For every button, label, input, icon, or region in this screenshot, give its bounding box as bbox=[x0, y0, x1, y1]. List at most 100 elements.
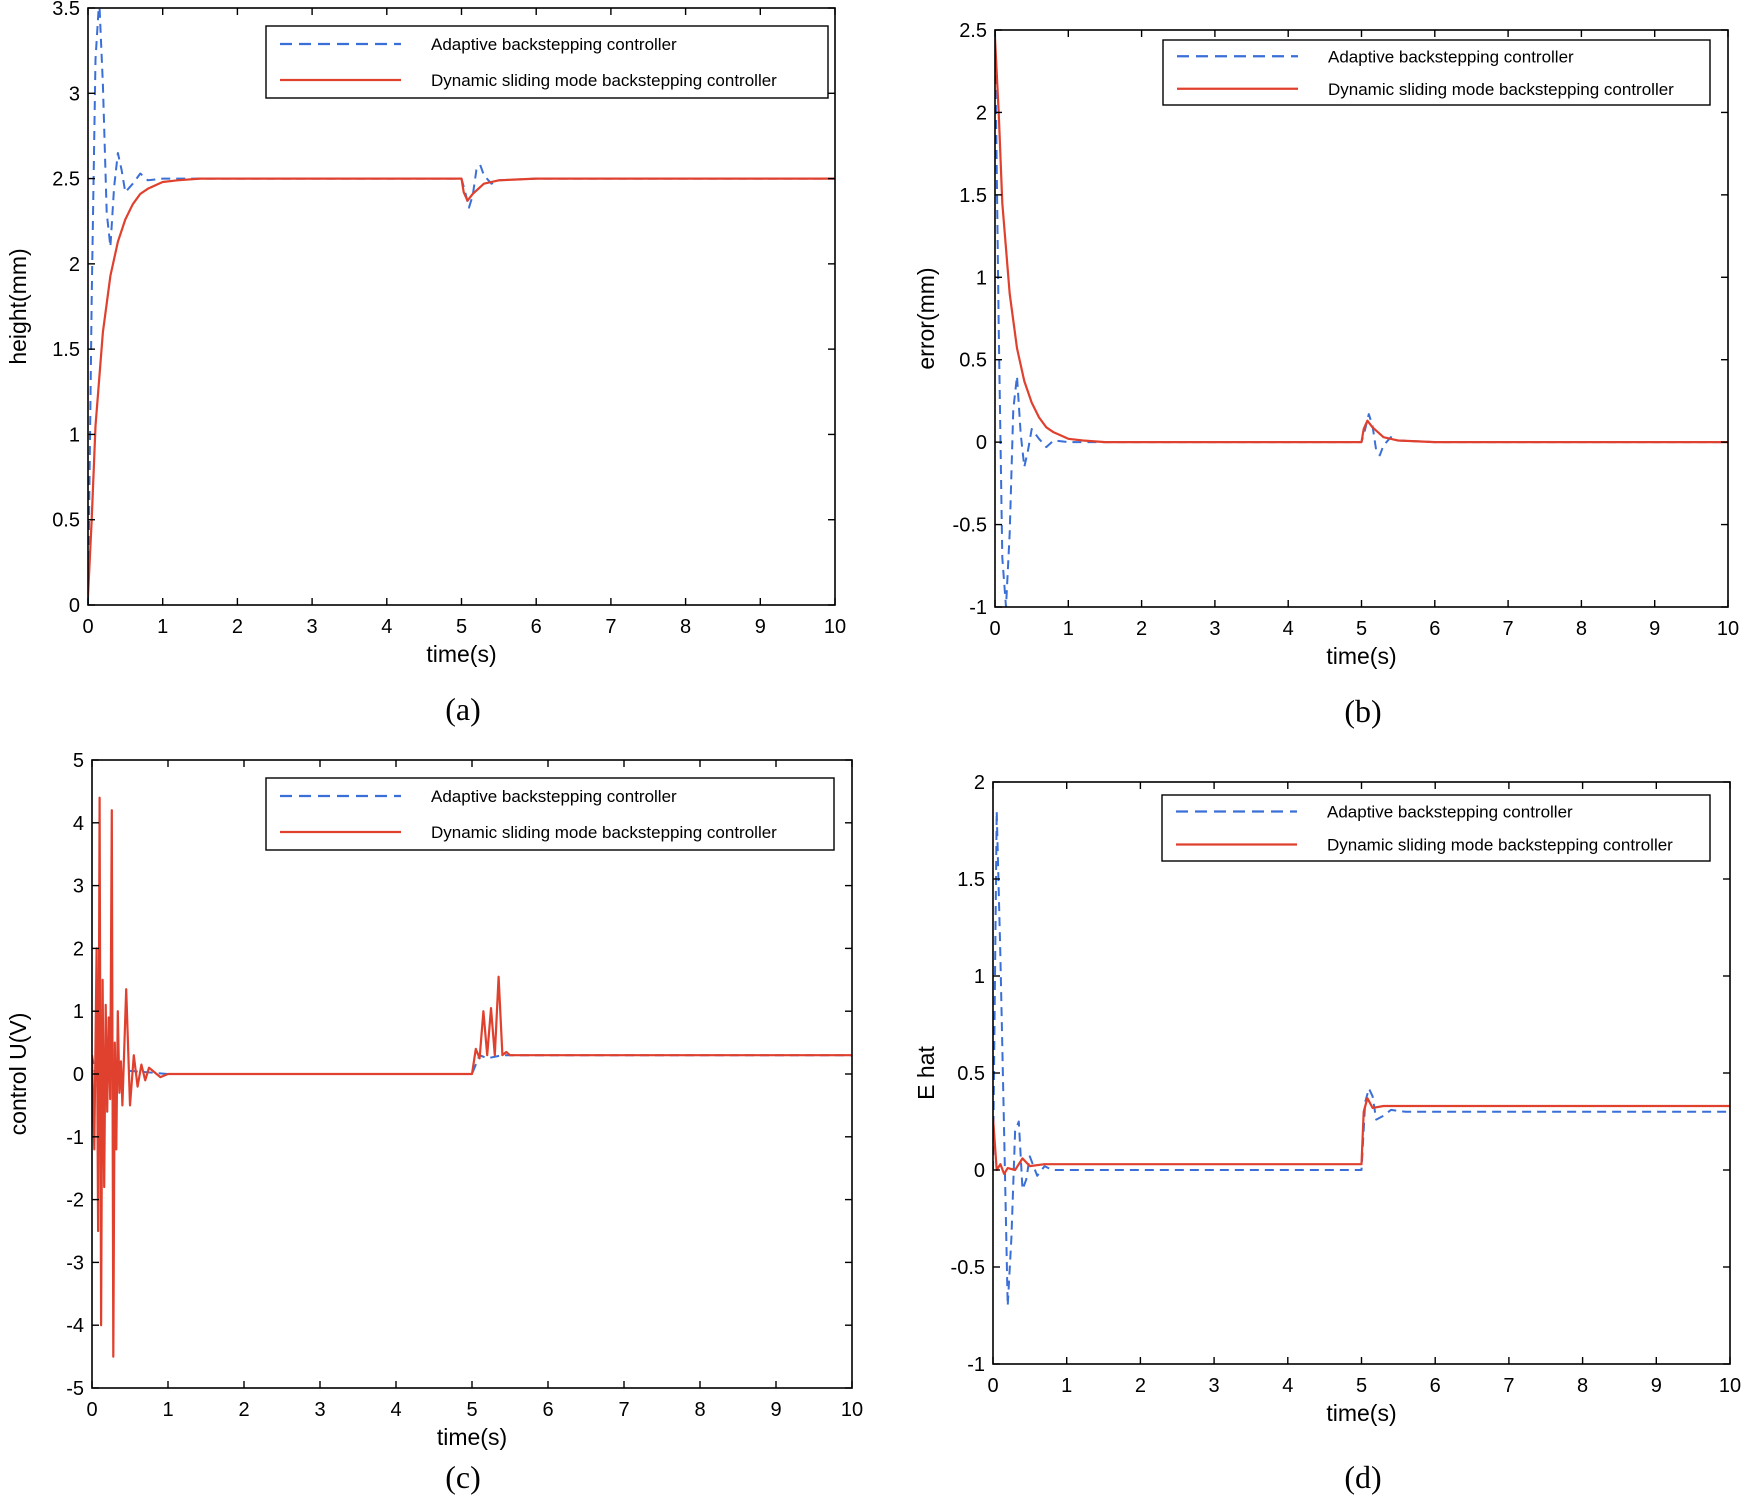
x-tick-label: 0 bbox=[987, 1375, 998, 1397]
y-tick-label: 0 bbox=[73, 1064, 84, 1086]
chart-panel-d: 0 1 2 3 4 5 6 7 8 9 10 -1 -0.5 0 0.5 1 1.5 2 time(s) E hat A… bbox=[913, 772, 1741, 1495]
chart-panel-c: 0 1 2 3 4 5 6 7 8 9 10 -5 -4 -3 -2 -1 0 1 2 3 4 5 time(s) contr… bbox=[5, 750, 863, 1495]
y-tick-label: -1 bbox=[66, 1127, 84, 1149]
legend-label-adaptive: Adaptive backstepping controller bbox=[431, 787, 677, 806]
x-tick-label: 6 bbox=[531, 616, 542, 638]
legend-label-adaptive: Adaptive backstepping controller bbox=[431, 35, 677, 54]
x-tick-label: 7 bbox=[618, 1399, 629, 1421]
y-tick-label: 5 bbox=[73, 750, 84, 772]
x-tick-label: 4 bbox=[1283, 618, 1294, 640]
x-tick-label: 9 bbox=[755, 616, 766, 638]
y-tick-label: 0.5 bbox=[52, 510, 80, 532]
x-tick-label: 1 bbox=[1063, 618, 1074, 640]
x-tick-label: 5 bbox=[1356, 1375, 1367, 1397]
x-axis-label: time(s) bbox=[426, 641, 496, 667]
x-tick-label: 10 bbox=[1717, 618, 1739, 640]
x-tick-label: 4 bbox=[390, 1399, 401, 1421]
x-tick-label: 6 bbox=[1429, 618, 1440, 640]
y-tick-label: 3 bbox=[69, 83, 80, 105]
x-tick-label: 5 bbox=[456, 616, 467, 638]
legend-d: Adaptive backstepping controller Dynamic … bbox=[1161, 794, 1711, 862]
legend-label-dsm: Dynamic sliding mode backstepping contro… bbox=[1327, 836, 1673, 855]
x-tick-label: 10 bbox=[1719, 1375, 1741, 1397]
x-tick-label: 1 bbox=[162, 1399, 173, 1421]
series-line-dsm-c bbox=[92, 796, 852, 1358]
panel-caption-b: (b) bbox=[1344, 693, 1381, 729]
y-tick-label: 1 bbox=[976, 267, 987, 289]
series-line-adaptive-d bbox=[993, 810, 1730, 1307]
y-tick-label: -3 bbox=[66, 1252, 84, 1274]
x-tick-label: 5 bbox=[466, 1399, 477, 1421]
x-tick-label: 8 bbox=[1576, 618, 1587, 640]
series-line-dsm-b bbox=[995, 38, 1728, 444]
x-tick-label: 6 bbox=[542, 1399, 553, 1421]
x-tick-label: 7 bbox=[1503, 1375, 1514, 1397]
x-tick-label: 2 bbox=[1136, 618, 1147, 640]
x-tick-label: 8 bbox=[694, 1399, 705, 1421]
y-tick-label: 0 bbox=[974, 1160, 985, 1182]
x-tick-label: 2 bbox=[232, 616, 243, 638]
x-tick-label: 7 bbox=[605, 616, 616, 638]
panel-caption-a: (a) bbox=[445, 691, 481, 727]
y-axis-label: control U(V) bbox=[5, 1013, 31, 1136]
y-tick-label: 1 bbox=[974, 966, 985, 988]
x-tick-label: 0 bbox=[82, 616, 93, 638]
legend-box bbox=[1162, 39, 1711, 106]
y-axis-label: E hat bbox=[913, 1046, 939, 1100]
legend-label-adaptive: Adaptive backstepping controller bbox=[1328, 47, 1574, 66]
legend-c: Adaptive backstepping controller Dynamic … bbox=[265, 777, 835, 851]
y-tick-label: 1 bbox=[69, 424, 80, 446]
y-tick-label: 0.5 bbox=[957, 1063, 985, 1085]
y-tick-label: 0 bbox=[69, 595, 80, 617]
chart-panel-b: 0 1 2 3 4 5 6 7 8 9 10 -1 -0.5 0 0.5 1 1.5 2 2.5 time(s) err… bbox=[913, 20, 1739, 729]
x-tick-label: 9 bbox=[1649, 618, 1660, 640]
panel-caption-c: (c) bbox=[445, 1459, 481, 1495]
y-tick-label: 3.5 bbox=[52, 0, 80, 20]
legend-box bbox=[1161, 794, 1711, 862]
x-tick-label: 9 bbox=[1651, 1375, 1662, 1397]
y-tick-label: 2 bbox=[73, 938, 84, 960]
y-tick-label: -4 bbox=[66, 1315, 84, 1337]
legend-label-dsm: Dynamic sliding mode backstepping contro… bbox=[431, 823, 777, 842]
x-tick-label: 0 bbox=[86, 1399, 97, 1421]
y-tick-label: -1 bbox=[967, 1354, 985, 1376]
x-tick-label: 10 bbox=[824, 616, 846, 638]
series-line-adaptive-b bbox=[995, 30, 1728, 607]
x-tick-label: 2 bbox=[1135, 1375, 1146, 1397]
x-tick-label: 2 bbox=[238, 1399, 249, 1421]
x-tick-label: 3 bbox=[307, 616, 318, 638]
legend-b: Adaptive backstepping controller Dynamic … bbox=[1162, 39, 1711, 106]
y-tick-label: -0.5 bbox=[951, 1257, 985, 1279]
y-tick-label: 1 bbox=[73, 1001, 84, 1023]
x-tick-label: 3 bbox=[1209, 1375, 1220, 1397]
y-axis-label: error(mm) bbox=[913, 267, 939, 369]
legend-a: Adaptive backstepping controller Dynamic … bbox=[265, 25, 829, 99]
x-axis-label: time(s) bbox=[437, 1424, 507, 1450]
series-line-adaptive-a bbox=[88, 8, 835, 605]
x-tick-label: 7 bbox=[1503, 618, 1514, 640]
panel-caption-d: (d) bbox=[1344, 1459, 1381, 1495]
y-tick-label: 2.5 bbox=[52, 169, 80, 191]
y-tick-label: 4 bbox=[73, 813, 84, 835]
x-tick-label: 1 bbox=[1061, 1375, 1072, 1397]
y-tick-label: 2 bbox=[976, 102, 987, 124]
y-tick-label: 0 bbox=[976, 432, 987, 454]
y-tick-label: -1 bbox=[969, 597, 987, 619]
x-tick-label: 9 bbox=[770, 1399, 781, 1421]
y-tick-label: -5 bbox=[66, 1378, 84, 1400]
legend-label-adaptive: Adaptive backstepping controller bbox=[1327, 803, 1573, 822]
series-line-adaptive-c bbox=[92, 1054, 852, 1101]
legend-label-dsm: Dynamic sliding mode backstepping contro… bbox=[1328, 80, 1674, 99]
y-axis-label: height(mm) bbox=[5, 248, 31, 364]
x-tick-label: 4 bbox=[1282, 1375, 1293, 1397]
x-axis-label: time(s) bbox=[1326, 643, 1396, 669]
x-tick-label: 1 bbox=[157, 616, 168, 638]
y-tick-label: 1.5 bbox=[959, 185, 987, 207]
x-tick-label: 4 bbox=[381, 616, 392, 638]
x-tick-label: 3 bbox=[314, 1399, 325, 1421]
legend-box bbox=[265, 25, 829, 99]
series-line-dsm-d bbox=[993, 1097, 1730, 1176]
y-tick-label: 1.5 bbox=[52, 339, 80, 361]
x-tick-label: 10 bbox=[841, 1399, 863, 1421]
